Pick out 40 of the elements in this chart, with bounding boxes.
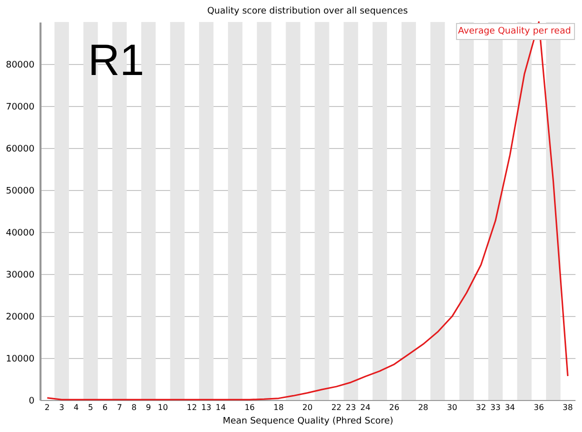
- y-tick-label: 80000: [6, 60, 35, 70]
- x-tick-label: 6: [102, 403, 108, 412]
- x-tick-label: 30: [447, 403, 458, 412]
- x-tick-label: 18: [273, 403, 284, 412]
- line-series: [46, 21, 569, 400]
- x-tick-label: 7: [116, 403, 122, 412]
- x-tick-label: 20: [302, 403, 313, 412]
- y-tick-label: 20000: [6, 312, 35, 322]
- x-tick-label: 12: [186, 403, 197, 412]
- y-tick-label: 40000: [6, 228, 35, 238]
- x-tick-label: 33: [490, 403, 501, 412]
- x-axis-title: Mean Sequence Quality (Phred Score): [222, 416, 394, 426]
- x-tick-label: 3: [59, 403, 64, 412]
- x-tick-label: 34: [504, 403, 516, 412]
- x-tick-label: 8: [131, 403, 137, 412]
- text: Average Quality per read: [458, 26, 571, 36]
- x-tick-label: 16: [244, 403, 255, 412]
- x-tick-label: 10: [158, 403, 168, 412]
- x-tick-label: 22: [331, 403, 342, 412]
- x-tick-label: 32: [476, 403, 486, 412]
- y-tick-label: 50000: [6, 186, 35, 196]
- x-tick-label: 26: [389, 403, 400, 412]
- y-tick-label: 60000: [6, 144, 35, 154]
- x-tick-label: 2: [44, 403, 50, 412]
- x-tick-label: 28: [418, 403, 428, 412]
- x-tick-label: 9: [146, 403, 151, 412]
- y-tick-label: 70000: [6, 102, 35, 112]
- annotation: R1: [88, 36, 144, 85]
- x-tick-label: 14: [216, 403, 226, 412]
- x-tick-label: 38: [562, 403, 573, 412]
- x-tick-label: 24: [360, 403, 370, 412]
- x-tick-label: 4: [74, 403, 79, 412]
- x-tick-label: 13: [201, 403, 212, 412]
- x-tick-label: 5: [88, 403, 94, 412]
- y-tick-label: 10000: [6, 354, 35, 364]
- y-tick-label: 0: [28, 396, 35, 406]
- chart-title: Quality score distribution over all sequences: [207, 6, 408, 16]
- y-tick-label: 30000: [6, 270, 35, 280]
- x-tick-label: 23: [346, 403, 356, 412]
- x-tick-label: 36: [534, 403, 544, 412]
